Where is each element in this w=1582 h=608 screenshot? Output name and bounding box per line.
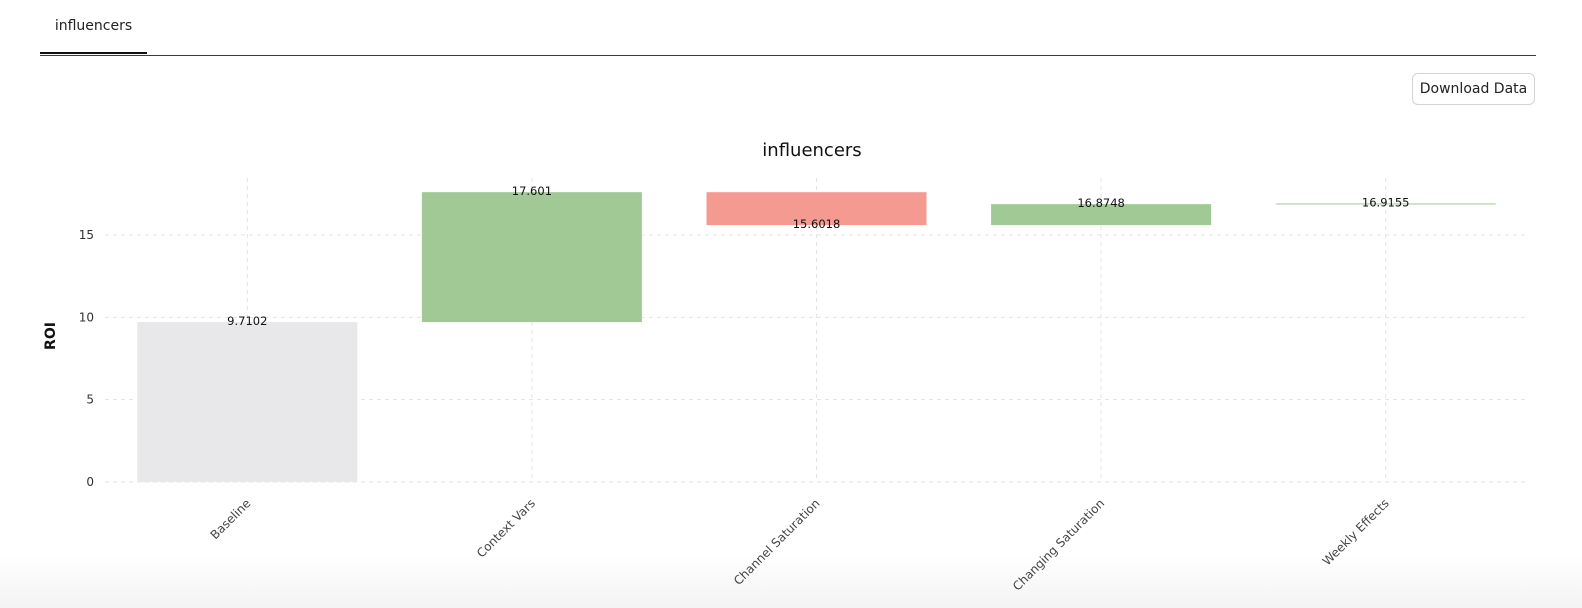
x-tick-label: Changing Saturation [1010,496,1107,593]
bar [137,322,358,482]
bar [706,192,927,226]
x-tick-label: Context Vars [474,496,538,560]
data-label: 15.6018 [793,217,841,231]
x-tick-label: Channel Saturation [731,496,823,588]
y-tick-label: 15 [79,228,94,242]
x-tick-label: Weekly Effects [1320,496,1392,568]
y-tick-label: 5 [86,393,94,407]
x-tick-label: Baseline [208,496,254,542]
download-data-button[interactable]: Download Data [1412,73,1535,105]
bars [137,192,1496,482]
data-label: 17.601 [512,184,552,198]
y-axis-ticks: 0 5 10 15 [79,228,94,489]
data-label: 16.9155 [1362,195,1410,209]
data-label: 16.8748 [1077,196,1125,210]
y-tick-label: 10 [79,310,94,324]
tab-bar: influencers [40,0,1536,56]
bar [1275,203,1496,205]
y-tick-label: 0 [86,475,94,489]
bar [991,204,1212,226]
data-label: 9.7102 [227,314,267,328]
chart-title: influencers [762,140,861,161]
y-axis-label: ROI [43,322,59,350]
tab-influencers[interactable]: influencers [40,0,147,54]
data-labels: 9.7102 17.601 15.6018 16.8748 16.9155 [227,184,1409,328]
bar [421,192,642,323]
x-axis-ticks: Baseline Context Vars Channel Saturation Ch… [208,496,1392,593]
